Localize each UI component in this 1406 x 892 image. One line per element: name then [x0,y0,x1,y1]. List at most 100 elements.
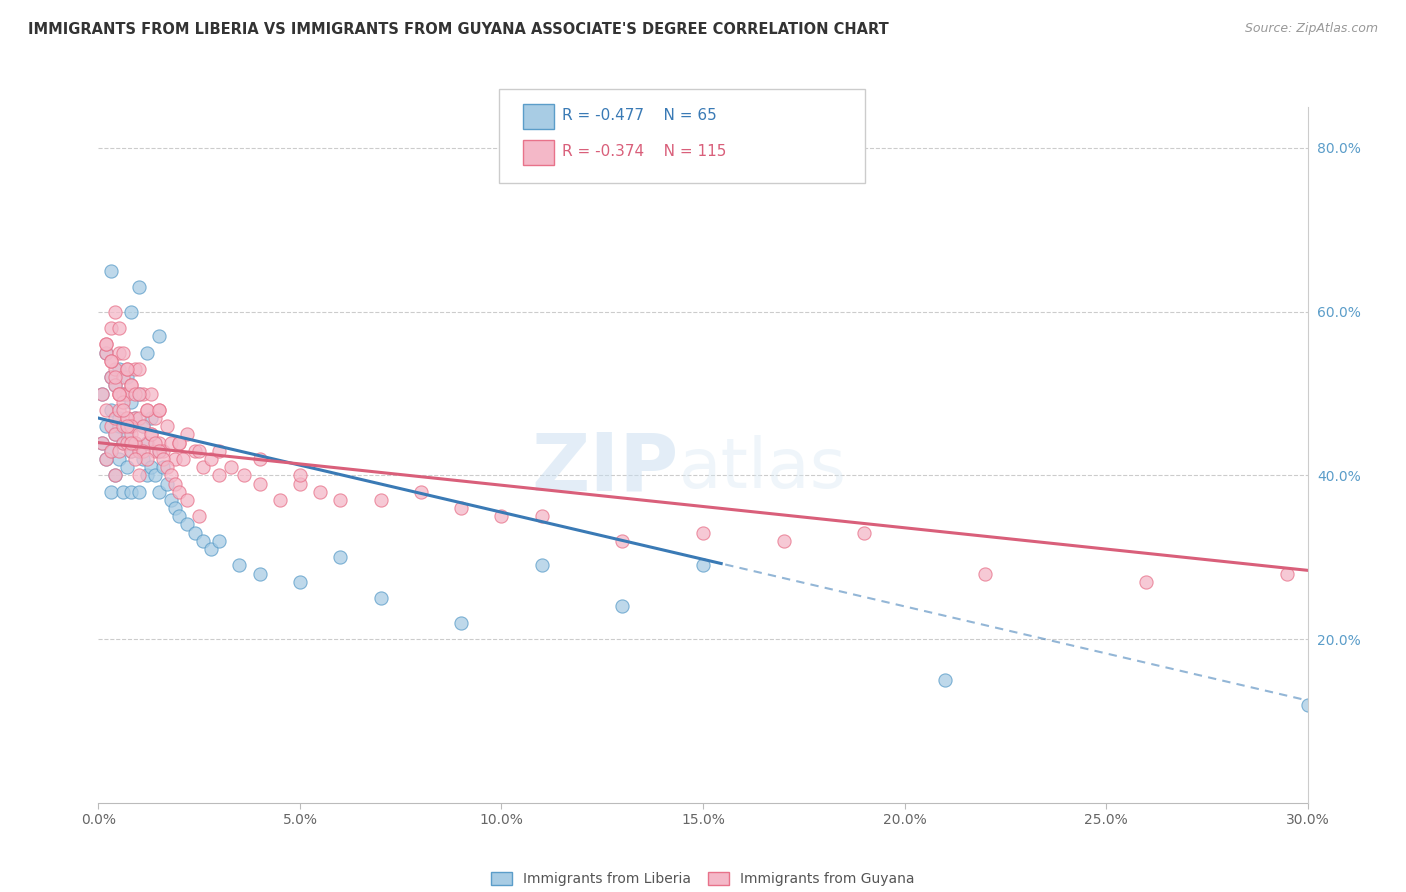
Point [934,673,956,687]
Point [111,370,134,384]
Point [120,394,142,409]
Text: R = -0.374    N = 115: R = -0.374 N = 115 [562,145,727,159]
Point [208,468,231,483]
Point [128,443,150,458]
Point [103,362,125,376]
Point [120,427,142,442]
Point [100,353,122,368]
Point [188,509,211,524]
Point [692,558,714,573]
Point [135,452,157,467]
Point [530,558,553,573]
Text: atlas: atlas [679,435,846,502]
Point [103,427,125,442]
Point [288,468,311,483]
Point [115,427,138,442]
Point [172,452,194,467]
Point [124,386,146,401]
Point [107,345,129,359]
Legend: Immigrants from Liberia, Immigrants from Guyana: Immigrants from Liberia, Immigrants from… [492,872,914,887]
Point [148,403,170,417]
Point [370,591,392,606]
Point [184,443,207,458]
Point [115,435,138,450]
Point [163,501,186,516]
Point [120,304,142,318]
Point [120,378,142,392]
Point [111,386,134,401]
Point [111,484,134,499]
Point [176,492,198,507]
Point [135,435,157,450]
Point [100,321,122,335]
Point [111,394,134,409]
Point [103,427,125,442]
Point [115,419,138,434]
Point [103,411,125,425]
Point [135,345,157,359]
Point [143,443,166,458]
Point [111,435,134,450]
Point [193,460,215,475]
Point [156,476,179,491]
Point [148,443,170,458]
Point [107,386,129,401]
Point [156,419,179,434]
Point [128,443,150,458]
Point [91,435,114,450]
Point [103,378,125,392]
Point [124,411,146,425]
Point [128,411,150,425]
Point [103,468,125,483]
Point [974,566,997,581]
Point [107,403,129,417]
Point [124,411,146,425]
Point [111,419,134,434]
Point [124,435,146,450]
Point [148,484,170,499]
Point [160,435,183,450]
Point [120,443,142,458]
Point [128,362,150,376]
Point [103,378,125,392]
Point [115,362,138,376]
Point [103,304,125,318]
Point [115,362,138,376]
Point [120,419,142,434]
Point [100,443,122,458]
Point [232,468,254,483]
Point [139,411,162,425]
Point [329,492,352,507]
Point [103,468,125,483]
Point [612,533,634,548]
Point [128,484,150,499]
Point [160,468,183,483]
Point [228,558,250,573]
Point [111,386,134,401]
Point [132,386,155,401]
Point [124,452,146,467]
Point [91,435,114,450]
Point [143,411,166,425]
Point [128,468,150,483]
Point [176,427,198,442]
Point [132,452,155,467]
Point [135,435,157,450]
Point [200,452,222,467]
Point [160,492,183,507]
Point [329,550,352,565]
Point [167,435,190,450]
Point [188,443,211,458]
Point [115,460,138,475]
Point [107,321,129,335]
Point [135,468,157,483]
Point [100,419,122,434]
Point [107,411,129,425]
Point [132,419,155,434]
Point [103,370,125,384]
Point [148,329,170,343]
Point [96,452,118,467]
Point [115,386,138,401]
Point [128,386,150,401]
Point [124,435,146,450]
